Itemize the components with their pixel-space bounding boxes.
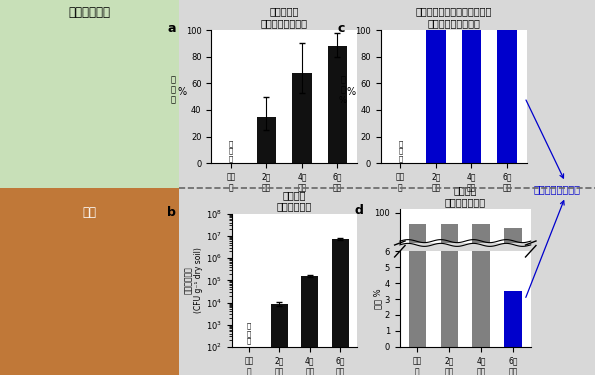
Bar [409,251,426,347]
Bar [472,224,490,375]
Bar [505,291,522,347]
Y-axis label: 割合 %: 割合 % [373,289,382,309]
Bar [328,46,347,163]
Bar [332,239,349,375]
Text: c: c [337,22,345,35]
Y-axis label: 分解菌の密度
(CFU g⁻¹ dry soil): 分解菌の密度 (CFU g⁻¹ dry soil) [184,248,203,313]
Y-axis label: %: % [177,87,186,97]
Text: 不
検
出: 不 検 出 [228,140,233,162]
Bar [462,30,481,163]
Text: d: d [354,204,363,217]
Text: 不
検
出: 不 検 出 [247,322,251,344]
Bar [271,304,287,375]
Bar [505,228,522,375]
Text: 感
染
率: 感 染 率 [171,75,176,105]
Text: 割
合
%: 割 合 % [339,75,347,105]
Bar [426,30,446,163]
Bar [302,276,318,375]
Text: バークホルデリア: バークホルデリア [533,184,580,194]
Bar [497,30,517,163]
Text: カメムシ腸内: カメムシ腸内 [68,6,110,19]
Bar [505,291,522,347]
Title: 土壌中の
細菌の群集構造: 土壌中の 細菌の群集構造 [444,186,486,207]
Y-axis label: %: % [347,87,356,97]
Title: 分解菌に感染したカメムシの
腸内細菌の群集構造: 分解菌に感染したカメムシの 腸内細菌の群集構造 [415,6,492,28]
Text: 土壌: 土壌 [82,206,96,219]
Bar [256,117,276,163]
Bar [472,251,490,347]
Title: カメムシの
分解菌への感染率: カメムシの 分解菌への感染率 [261,6,308,28]
Bar [440,251,458,347]
Title: 土壌中の
分解菌の密度: 土壌中の 分解菌の密度 [277,190,312,211]
Bar [292,73,312,163]
Text: b: b [167,206,176,219]
Text: 不
検
出: 不 検 出 [398,140,402,162]
Text: a: a [168,22,176,35]
Bar [440,224,458,375]
Bar [409,224,426,375]
